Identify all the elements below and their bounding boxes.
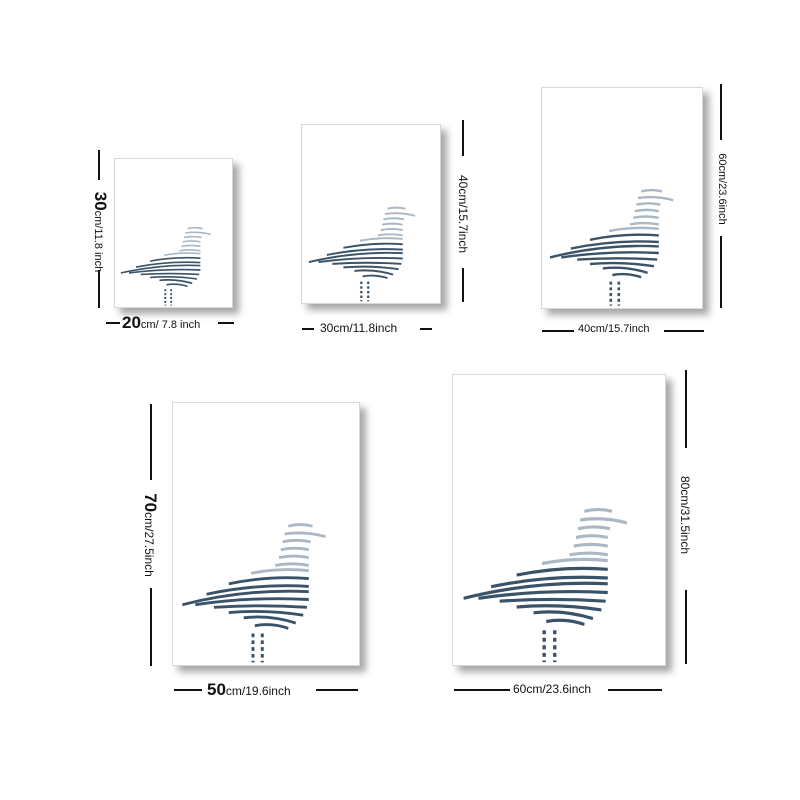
seagull-icon	[308, 206, 416, 302]
width-dimension-line	[454, 689, 510, 691]
width-dimension-label: 60cm/23.6inch	[513, 682, 592, 696]
height-dimension-line	[462, 120, 464, 156]
print-frame-50x70	[172, 402, 360, 666]
width-dimension-line	[174, 689, 202, 691]
width-dimension-line	[218, 322, 234, 324]
height-dimension-line	[720, 236, 722, 308]
width-dimension-line	[542, 330, 574, 332]
height-dimension-line	[685, 370, 687, 448]
height-dimension-line	[150, 404, 152, 480]
seagull-icon	[182, 523, 326, 663]
print-frame-60x80	[452, 374, 666, 666]
width-dimension-line	[664, 330, 704, 332]
height-dimension-label: 80cm/31.5inch	[678, 475, 692, 555]
height-dimension-line	[98, 150, 100, 180]
height-dimension-label: 30cm/11.8 inch	[91, 191, 110, 273]
width-dimension-label: 20cm/ 7.8 inch	[122, 313, 201, 332]
width-dimension-line	[106, 322, 120, 324]
seagull-icon	[463, 507, 628, 663]
seagull-icon	[549, 188, 674, 306]
seagull-icon	[120, 226, 212, 306]
height-dimension-line	[685, 590, 687, 664]
height-dimension-line	[462, 268, 464, 302]
print-frame-40x60	[541, 87, 703, 309]
width-dimension-label: 40cm/15.7inch	[578, 323, 650, 335]
print-frame-20x30	[114, 158, 233, 308]
height-dimension-label: 70cm/27.5inch	[141, 493, 160, 577]
width-dimension-line	[420, 328, 432, 330]
width-dimension-line	[302, 328, 314, 330]
width-dimension-line	[608, 689, 662, 691]
height-dimension-label: 40cm/15.7inch	[456, 174, 470, 254]
height-dimension-label: 60cm/23.6inch	[716, 153, 728, 225]
width-dimension-line	[316, 689, 358, 691]
height-dimension-line	[150, 588, 152, 666]
height-dimension-line	[98, 270, 100, 308]
print-frame-30x40	[301, 124, 441, 304]
height-dimension-line	[720, 84, 722, 140]
width-dimension-label: 50cm/19.6inch	[207, 680, 291, 699]
width-dimension-label: 30cm/11.8inch	[320, 321, 398, 335]
